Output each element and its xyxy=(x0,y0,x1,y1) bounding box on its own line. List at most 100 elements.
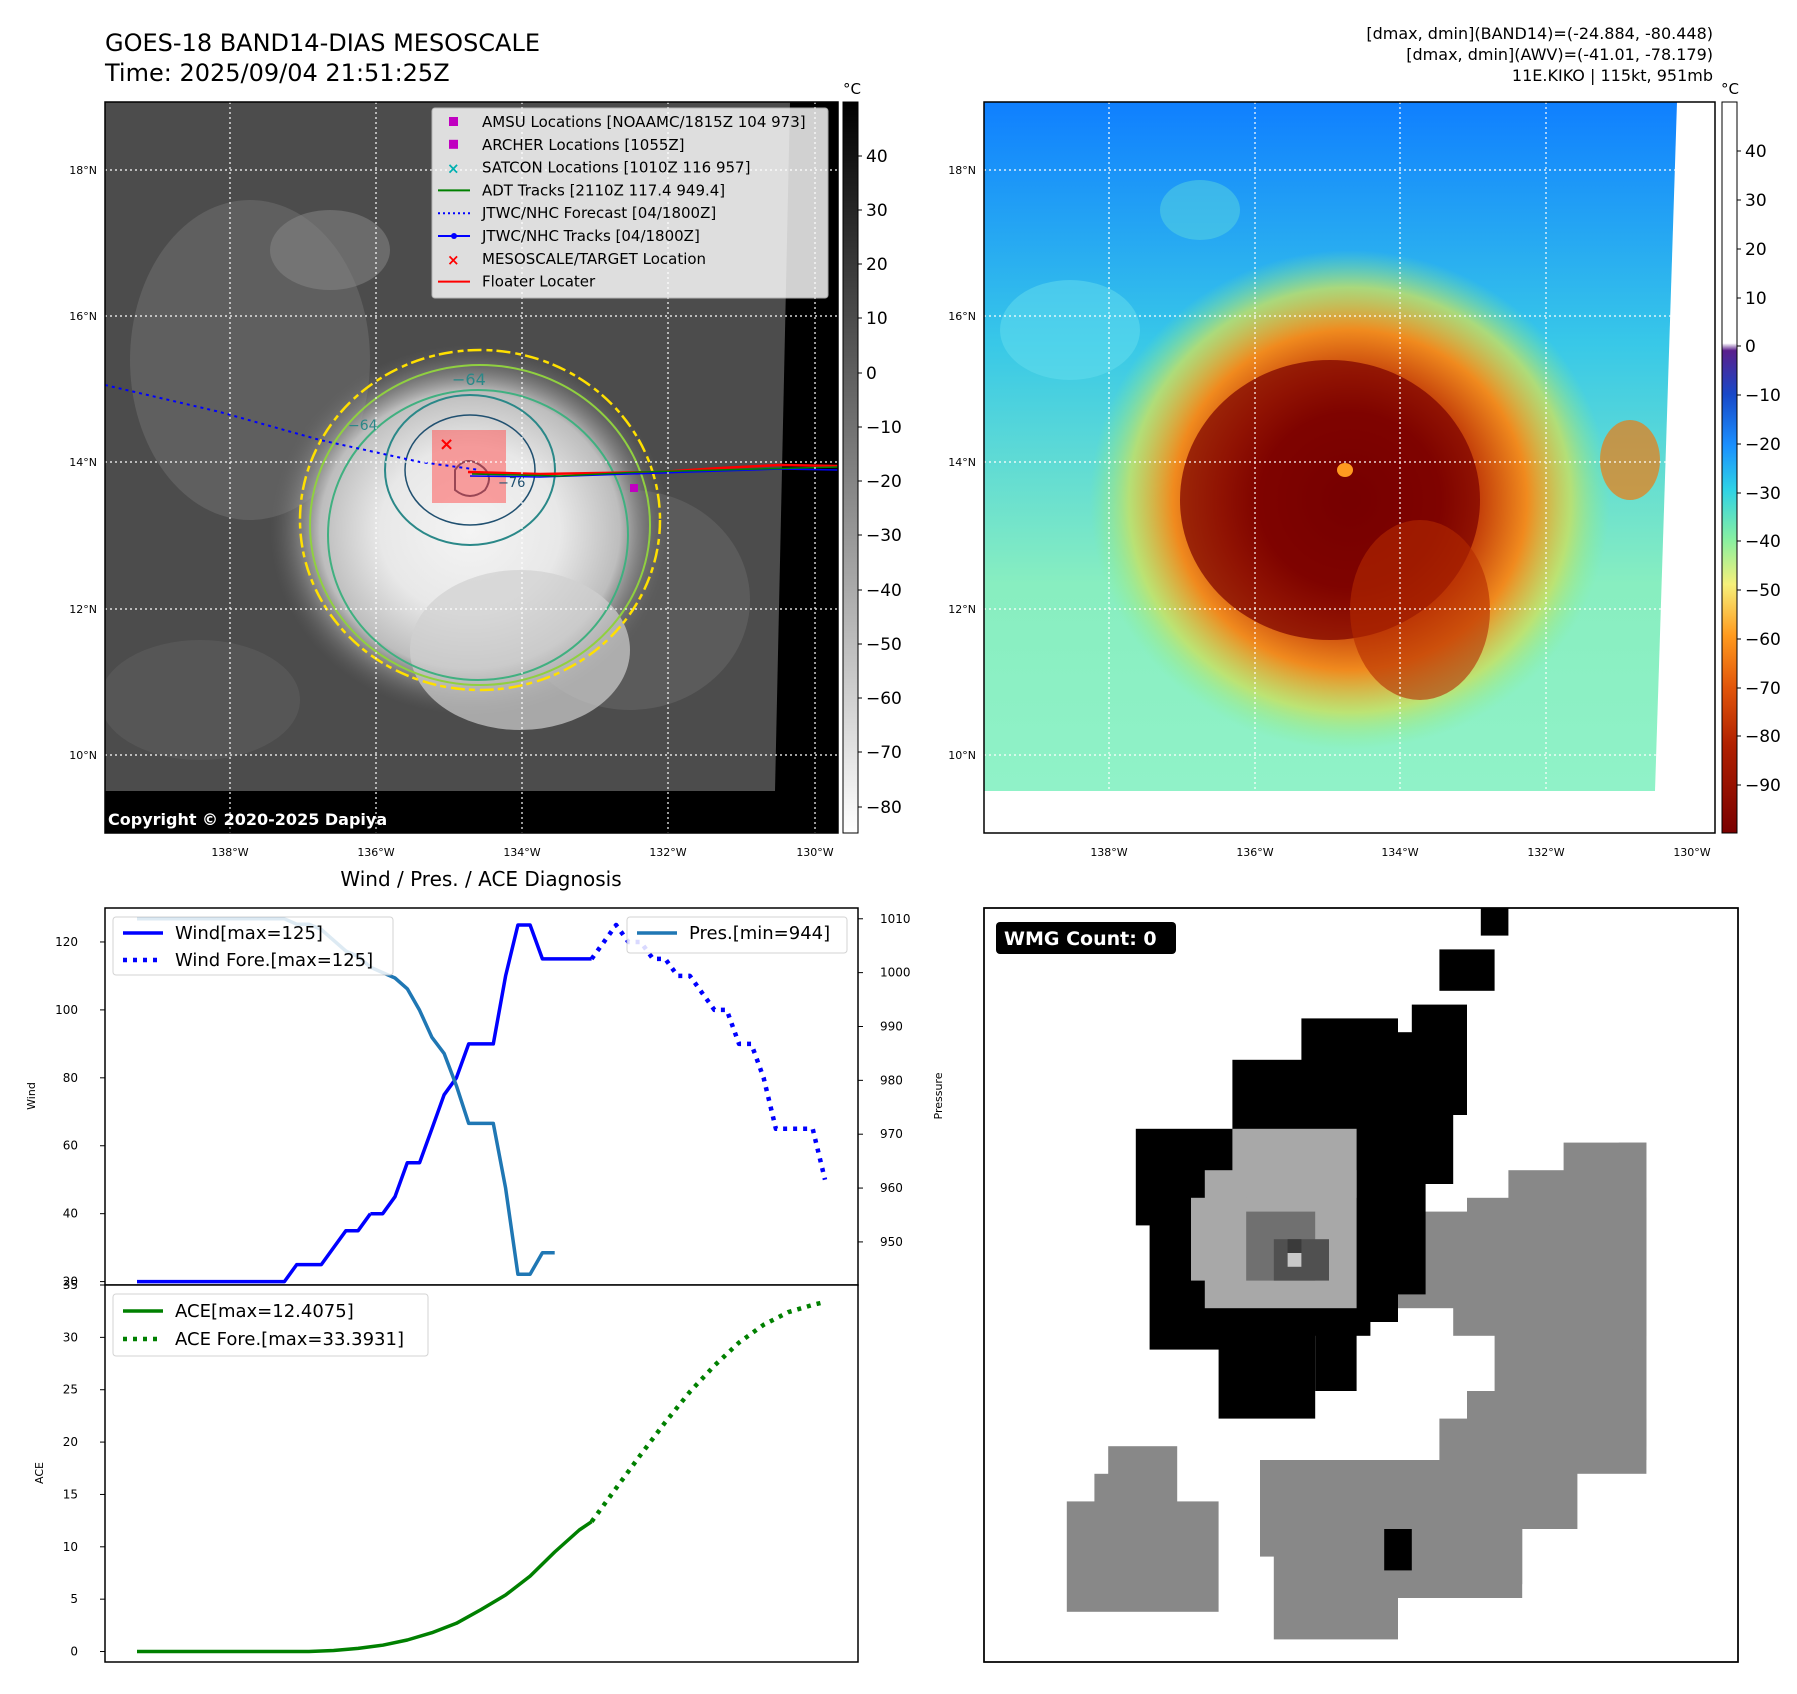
ace-tick-label: 0 xyxy=(70,1645,78,1659)
ir-colorbar-tick: 40 xyxy=(866,147,888,167)
color-colorbar-tick: 10 xyxy=(1745,289,1767,309)
series-line-1 xyxy=(370,923,592,1216)
ace-tick-label: 35 xyxy=(63,1278,78,1292)
legend-label: Pres.[min=944] xyxy=(689,923,830,944)
color-colorbar-tick: −50 xyxy=(1745,581,1781,601)
pressure-tick-label: 950 xyxy=(880,1235,903,1249)
wind-tick-label: 100 xyxy=(55,1003,78,1017)
color-colorbar-tick: 30 xyxy=(1745,191,1767,211)
wind-pressure-chart: 20 40 60 80 100 120 950 960 970 980 990 1000 1010 Wi… xyxy=(25,907,945,1289)
ir-colorbar-tick: −80 xyxy=(866,798,902,818)
lon-tick-label: 138°W xyxy=(1090,846,1127,859)
color-colorbar-tick: −60 xyxy=(1745,630,1781,650)
lat-tick-label: 10°N xyxy=(69,749,97,762)
legend-label: ARCHER Locations [1055Z] xyxy=(482,136,685,154)
legend-label: MESOSCALE/TARGET Location xyxy=(482,250,706,268)
lon-tick-label: 138°W xyxy=(211,846,248,859)
legend-label: JTWC/NHC Tracks [04/1800Z] xyxy=(481,227,700,245)
storm-info: 11E.KIKO | 115kt, 951mb xyxy=(1512,66,1713,85)
ir-colorbar-tick: 20 xyxy=(866,255,888,275)
legend-marker xyxy=(449,139,458,149)
legend-label: Wind[max=125] xyxy=(175,923,323,944)
color-map-panel xyxy=(983,101,1716,834)
pressure-tick-label: 990 xyxy=(880,1019,903,1033)
pressure-tick-label: 1000 xyxy=(880,966,911,980)
color-colorbar-tick: −20 xyxy=(1745,435,1781,455)
wind-axis-label: Wind xyxy=(25,1082,38,1110)
lon-tick-label: 132°W xyxy=(1527,846,1564,859)
color-colorbar-tick: 20 xyxy=(1745,240,1767,260)
ace-axis-label: ACE xyxy=(33,1462,46,1484)
ir-colorbar-tick: −10 xyxy=(866,418,902,438)
color-colorbar-tick: 0 xyxy=(1745,337,1756,357)
ir-colorbar-tick: 30 xyxy=(866,201,888,221)
ace-series-line-0 xyxy=(137,1520,593,1654)
color-colorbar-tick: −30 xyxy=(1745,484,1781,504)
pressure-axis-label: Pressure xyxy=(932,1072,945,1119)
legend-label: JTWC/NHC Forecast [04/1800Z] xyxy=(481,204,716,222)
lat-tick-label: 18°N xyxy=(948,164,976,177)
ir-map-panel: × −64 −64 −76 Copyright © 2020-2025 Dapi… xyxy=(104,101,839,834)
lat-tick-label: 12°N xyxy=(69,603,97,616)
series-line-2 xyxy=(589,922,828,1181)
lat-tick-label: 10°N xyxy=(948,749,976,762)
copyright: Copyright © 2020-2025 Dapiya xyxy=(108,810,387,829)
color-colorbar-tick: −90 xyxy=(1745,776,1781,796)
lat-tick-label: 12°N xyxy=(948,603,976,616)
ir-colorbar-tick: 10 xyxy=(866,309,888,329)
lon-tick-label: 130°W xyxy=(1673,846,1710,859)
color-colorbar-tick: −10 xyxy=(1745,386,1781,406)
legend-label: AMSU Locations [NOAAMC/1815Z 104 973] xyxy=(482,113,806,131)
contour-label-3: −76 xyxy=(498,476,525,491)
lat-tick-label: 16°N xyxy=(69,310,97,323)
band14-stats: [dmax, dmin](BAND14)=(-24.884, -80.448) xyxy=(1366,24,1713,43)
lon-tick-label: 130°W xyxy=(796,846,833,859)
lon-tick-label: 134°W xyxy=(1381,846,1418,859)
legend-marker xyxy=(451,233,457,239)
wind-tick-label: 60 xyxy=(63,1139,78,1153)
pressure-tick-label: 1010 xyxy=(880,912,911,926)
ace-tick-label: 25 xyxy=(63,1383,78,1397)
wind-tick-label: 80 xyxy=(63,1071,78,1085)
pressure-tick-label: 970 xyxy=(880,1127,903,1141)
ir-colorbar: °C 40 30 20 10 0 −10 −20 −30 −40 −50 −60 −70 −80 xyxy=(842,80,902,834)
legend-marker xyxy=(449,117,458,126)
legend-label: ACE Fore.[max=33.3931] xyxy=(175,1329,404,1350)
color-colorbar-tick: −80 xyxy=(1745,727,1781,747)
legend-label: ACE[max=12.4075] xyxy=(175,1301,354,1322)
awv-stats: [dmax, dmin](AWV)=(-41.01, -78.179) xyxy=(1406,45,1713,64)
series-line-0 xyxy=(137,1212,372,1284)
contour-label-1: −64 xyxy=(452,370,486,389)
ace-chart: 0 5 10 15 20 25 30 35 ACE ACE[max=12.4075] ACE F… xyxy=(33,1278,859,1663)
ir-colorbar-tick: −20 xyxy=(866,472,902,492)
lon-tick-label: 136°W xyxy=(357,846,394,859)
figure-title: GOES-18 BAND14-DIAS MESOSCALE xyxy=(105,29,540,57)
pressure-tick-label: 960 xyxy=(880,1181,903,1195)
ir-colorbar-unit: °C xyxy=(843,80,861,98)
contour-label-2: −64 xyxy=(348,418,378,434)
ir-colorbar-tick: −60 xyxy=(866,689,902,709)
ir-colorbar-tick: −50 xyxy=(866,635,902,655)
ace-tick-label: 30 xyxy=(63,1330,78,1344)
wmg-panel: WMG Count: 0 xyxy=(983,907,1739,1663)
ir-legend: AMSU Locations [NOAAMC/1815Z 104 973] ARC… xyxy=(431,107,829,299)
color-colorbar-tick: −70 xyxy=(1745,679,1781,699)
lat-tick-label: 18°N xyxy=(69,164,97,177)
lon-tick-label: 132°W xyxy=(649,846,686,859)
legend-label: Floater Locater xyxy=(482,273,596,291)
lon-tick-label: 134°W xyxy=(503,846,540,859)
legend-marker: × xyxy=(447,160,460,178)
ace-tick-label: 15 xyxy=(63,1487,78,1501)
lat-tick-label: 14°N xyxy=(948,456,976,469)
ir-colorbar-tick: −30 xyxy=(866,526,902,546)
wind-tick-label: 40 xyxy=(63,1207,78,1221)
figure-time: Time: 2025/09/04 21:51:25Z xyxy=(104,59,450,87)
color-colorbar-tick: −40 xyxy=(1745,532,1781,552)
legend-label: Wind Fore.[max=125] xyxy=(175,950,373,971)
lat-tick-label: 16°N xyxy=(948,310,976,323)
ace-tick-label: 10 xyxy=(63,1540,78,1554)
wind-tick-label: 120 xyxy=(55,935,78,949)
color-colorbar: °C 40 30 20 10 0 −10 −20 −30 −40 −50 −60 −70 −80 −90 xyxy=(1721,80,1781,834)
legend-marker: × xyxy=(447,251,460,269)
